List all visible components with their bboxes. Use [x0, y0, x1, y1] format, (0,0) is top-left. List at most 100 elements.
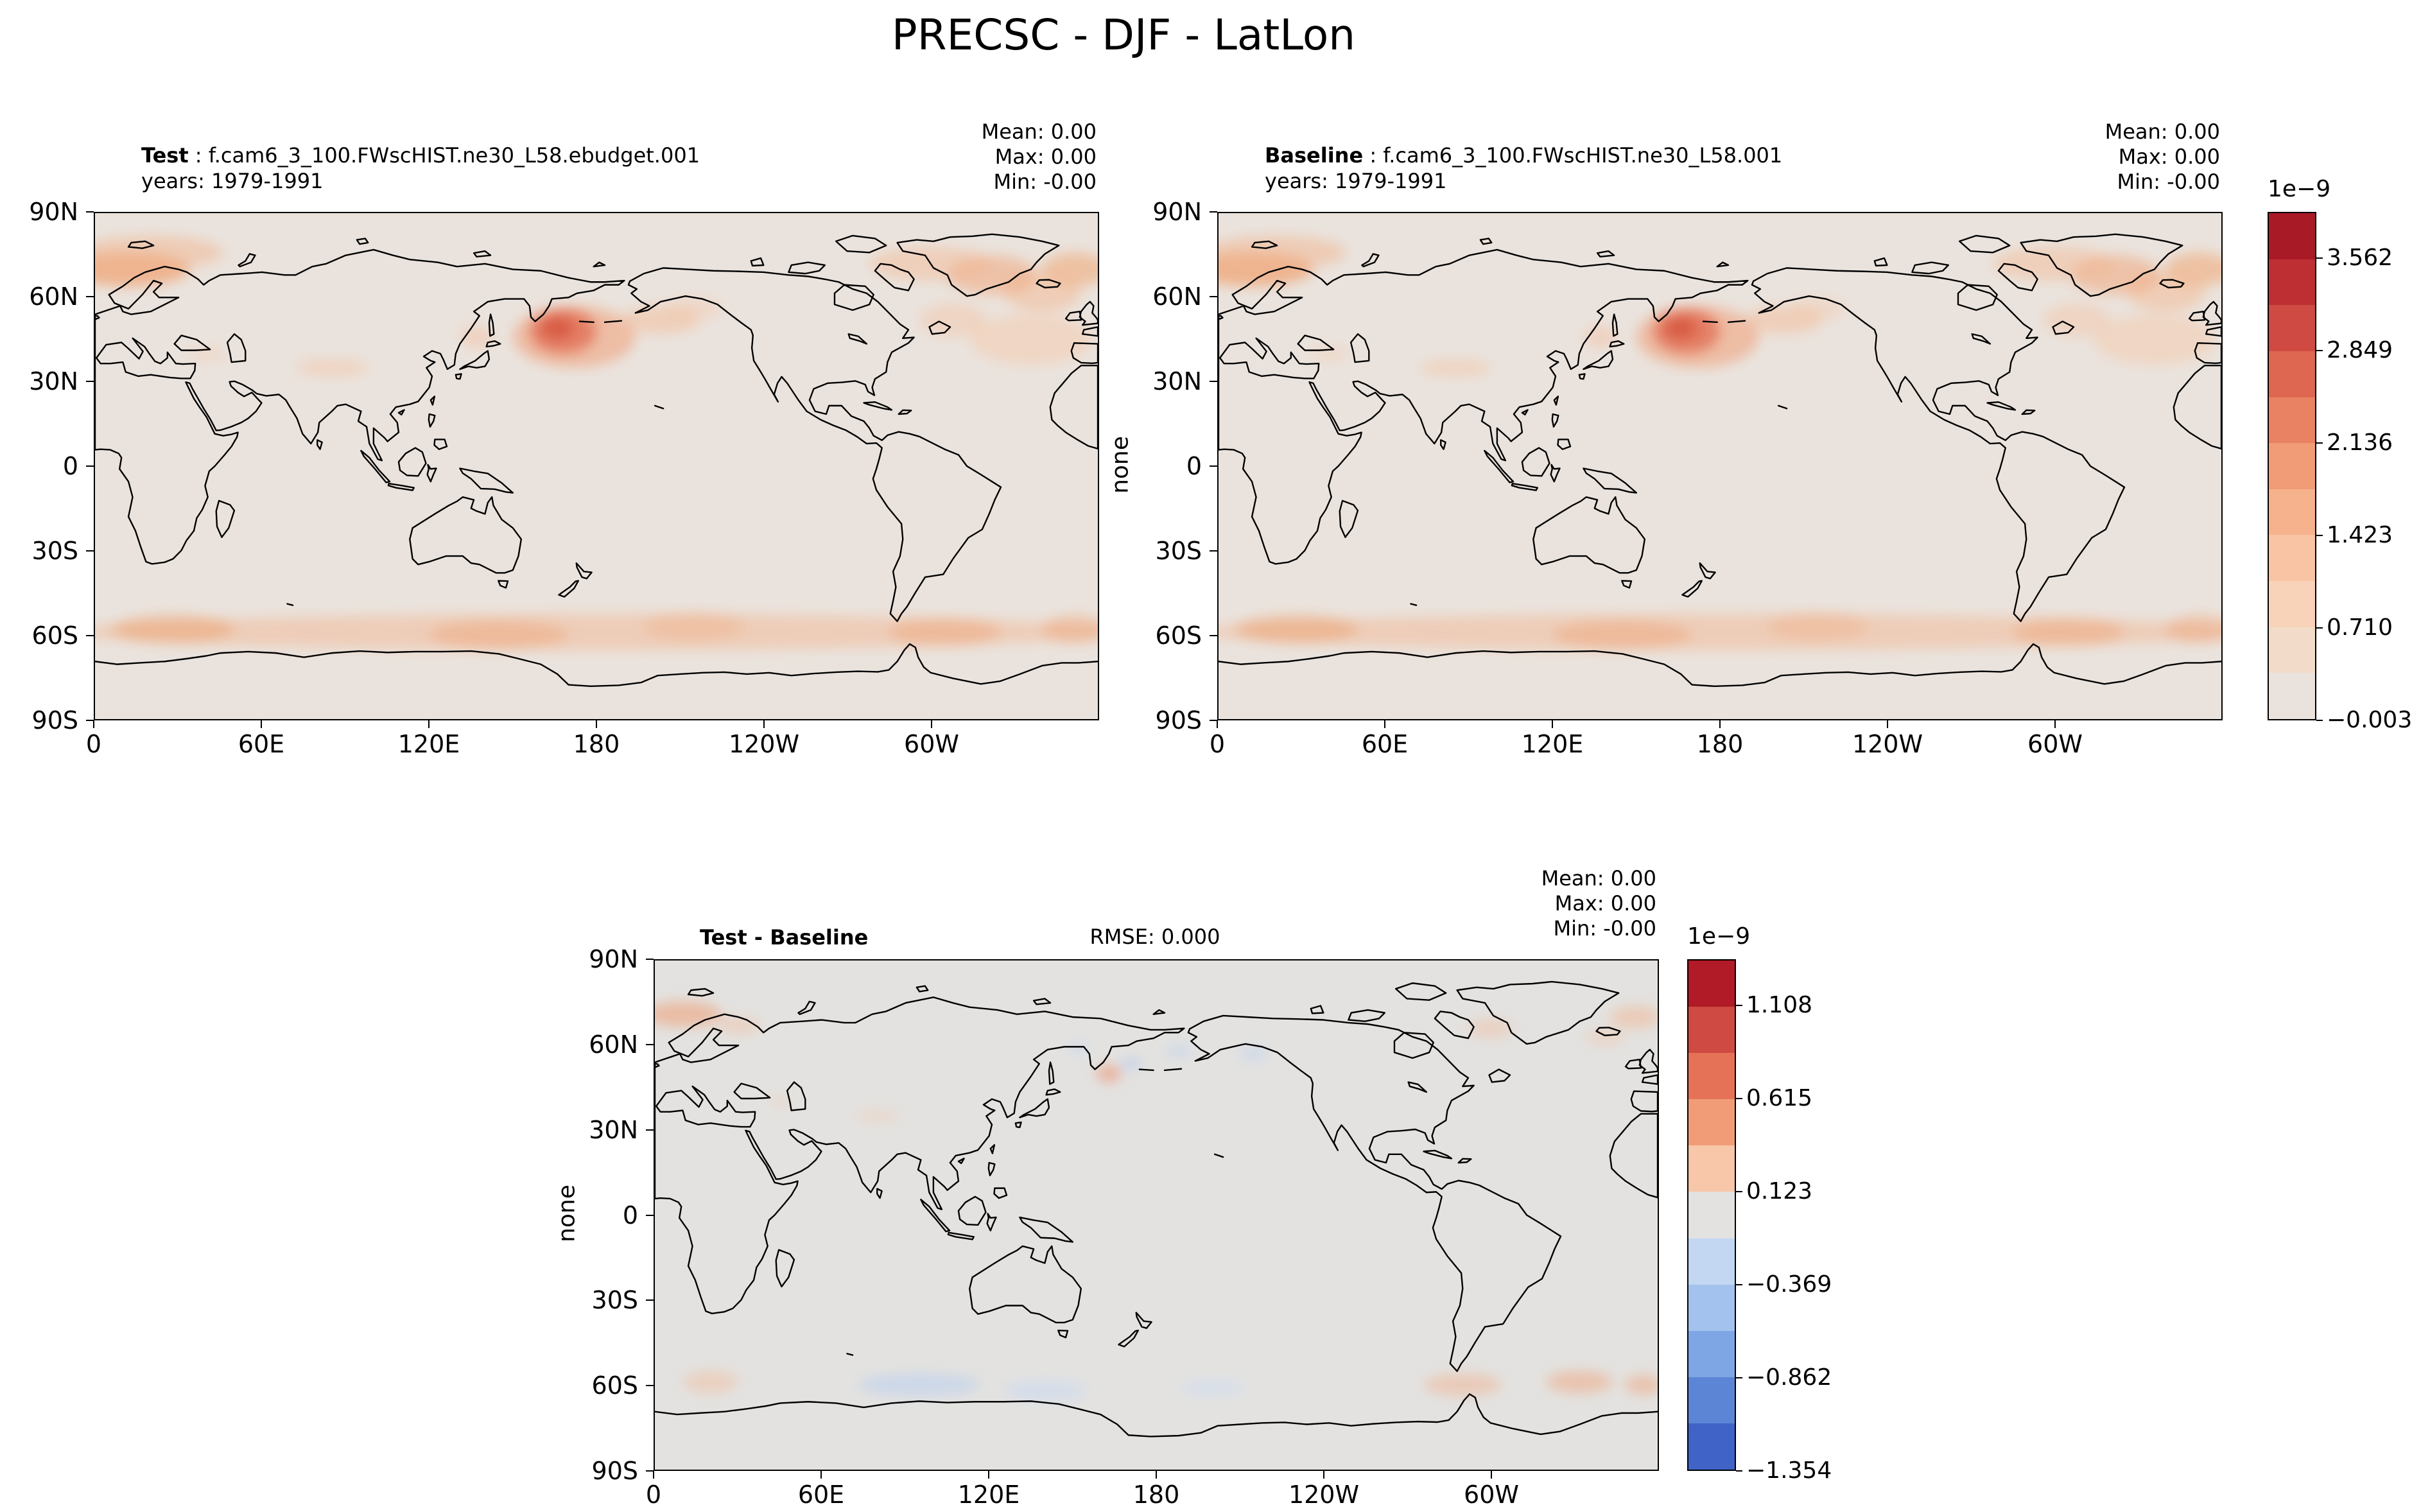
- colorbar-band: [2269, 213, 2315, 259]
- colorbar-band: [1688, 1192, 1735, 1238]
- y-tick-label: 30S: [1155, 537, 1202, 565]
- axis-tick: [646, 1129, 654, 1131]
- baseline-stat-min: Min: -0.00: [2117, 169, 2220, 194]
- axis-tick: [1210, 635, 1217, 636]
- axis-tick: [653, 1471, 654, 1479]
- y-tick-label: 60S: [31, 621, 78, 650]
- colorbar-band: [1688, 1377, 1735, 1423]
- diff-stat-mean: Mean: 0.00: [1541, 866, 1656, 891]
- test-title-line: Test : f.cam6_3_100.FWscHIST.ne30_L58.eb…: [141, 143, 700, 168]
- x-tick-label: 0: [85, 730, 102, 758]
- colorbar-band: [2269, 673, 2315, 720]
- x-tick-label: 120E: [957, 1481, 1020, 1509]
- baseline-map-svg: [1219, 213, 2221, 719]
- axis-tick: [1210, 465, 1217, 467]
- diff-title-line: Test - Baseline: [700, 925, 868, 950]
- x-tick-label: 0: [1209, 730, 1226, 758]
- x-tick-label: 60E: [238, 730, 285, 758]
- test-label-sep: :: [188, 143, 209, 168]
- axis-tick: [596, 720, 597, 728]
- x-tick-label: 60W: [1464, 1481, 1519, 1509]
- x-tick-label: 180: [573, 730, 620, 758]
- diff-stat-max: Max: 0.00: [1554, 891, 1656, 916]
- axis-tick: [1323, 1471, 1324, 1479]
- axis-tick: [1210, 550, 1217, 552]
- y-tick-label: 90S: [591, 1457, 638, 1485]
- baseline-ylabel: none: [1107, 436, 1134, 494]
- colorbar-tick: [1736, 1191, 1742, 1193]
- y-tick-label: 30S: [591, 1286, 638, 1315]
- axis-tick: [1210, 720, 1217, 721]
- axis-tick: [646, 959, 654, 960]
- colorbar-tick: [1736, 1470, 1742, 1472]
- colorbar-tick-label: −0.369: [1746, 1271, 1832, 1298]
- test-stats: Mean: 0.00 Max: 0.00 Min: -0.00: [711, 119, 1097, 195]
- axis-tick: [86, 635, 94, 636]
- axis-tick: [988, 1471, 989, 1479]
- y-tick-label: 90N: [29, 198, 78, 226]
- x-tick-label: 120E: [1521, 730, 1584, 758]
- colorbar-tick-label: 0.710: [2327, 614, 2393, 641]
- test-header: Test : f.cam6_3_100.FWscHIST.ne30_L58.eb…: [141, 143, 700, 194]
- baseline-stats: Mean: 0.00 Max: 0.00 Min: -0.00: [1835, 119, 2220, 195]
- baseline-stat-mean: Mean: 0.00: [2104, 119, 2220, 144]
- axis-tick: [2054, 720, 2056, 728]
- baseline-title-line: Baseline : f.cam6_3_100.FWscHIST.ne30_L5…: [1265, 143, 1782, 168]
- colorbar-top: [2268, 212, 2316, 720]
- y-tick-label: 90N: [1152, 198, 1202, 226]
- x-tick-label: 120E: [397, 730, 460, 758]
- colorbar-tick-label: −0.003: [2327, 707, 2413, 733]
- axis-tick: [1719, 720, 1721, 728]
- axis-tick: [86, 465, 94, 467]
- colorbar-tick: [1736, 1377, 1742, 1379]
- test-years: years: 1979-1991: [141, 169, 324, 193]
- test-stat-max: Max: 0.00: [994, 144, 1097, 169]
- x-tick-label: 180: [1132, 1481, 1180, 1509]
- axis-tick: [931, 720, 932, 728]
- y-tick-label: 60S: [1155, 621, 1202, 650]
- y-tick-label: 60S: [591, 1371, 638, 1400]
- colorbar-tick: [2316, 627, 2323, 629]
- colorbar-tick: [2316, 257, 2323, 259]
- colorbar-tick-label: −1.354: [1746, 1457, 1832, 1484]
- baseline-label: Baseline: [1265, 143, 1364, 168]
- diff-map: [654, 959, 1659, 1471]
- x-tick-label: 120W: [728, 730, 800, 758]
- colorbar-tick: [2316, 442, 2323, 444]
- x-tick-label: 60E: [797, 1481, 845, 1509]
- axis-tick: [86, 381, 94, 382]
- colorbar-tick: [1736, 1098, 1742, 1100]
- colorbar-tick-label: −0.862: [1746, 1364, 1832, 1391]
- baseline-years: years: 1979-1991: [1265, 169, 1447, 193]
- x-tick-label: 120W: [1852, 730, 1923, 758]
- colorbar-band: [2269, 305, 2315, 351]
- axis-tick: [1156, 1471, 1157, 1479]
- test-label: Test: [141, 143, 189, 168]
- axis-tick: [1552, 720, 1553, 728]
- baseline-map: [1217, 212, 2223, 720]
- test-map: [94, 212, 1099, 720]
- colorbar-band: [2269, 581, 2315, 627]
- colorbar-band: [1688, 1145, 1735, 1192]
- axis-tick: [93, 720, 94, 728]
- colorbar-band: [1688, 1007, 1735, 1054]
- colorbar-bottom: [1687, 959, 1736, 1471]
- colorbar-band: [2269, 535, 2315, 582]
- x-tick-label: 0: [645, 1481, 662, 1509]
- axis-tick: [1217, 720, 1218, 728]
- colorbar-tick-label: 2.136: [2327, 430, 2393, 456]
- colorbar-band: [2269, 259, 2315, 306]
- y-tick-label: 0: [62, 452, 78, 480]
- axis-tick: [646, 1214, 654, 1216]
- y-tick-label: 30S: [31, 537, 78, 565]
- x-tick-label: 180: [1696, 730, 1744, 758]
- axis-tick: [646, 1299, 654, 1301]
- x-tick-label: 120W: [1288, 1481, 1360, 1509]
- y-tick-label: 60N: [589, 1030, 638, 1059]
- axis-tick: [1887, 720, 1888, 728]
- colorbar-tick: [2316, 720, 2323, 721]
- colorbar-tick: [1736, 1005, 1742, 1007]
- baseline-stat-max: Max: 0.00: [2118, 144, 2220, 169]
- axis-tick: [86, 550, 94, 552]
- axis-tick: [1384, 720, 1385, 728]
